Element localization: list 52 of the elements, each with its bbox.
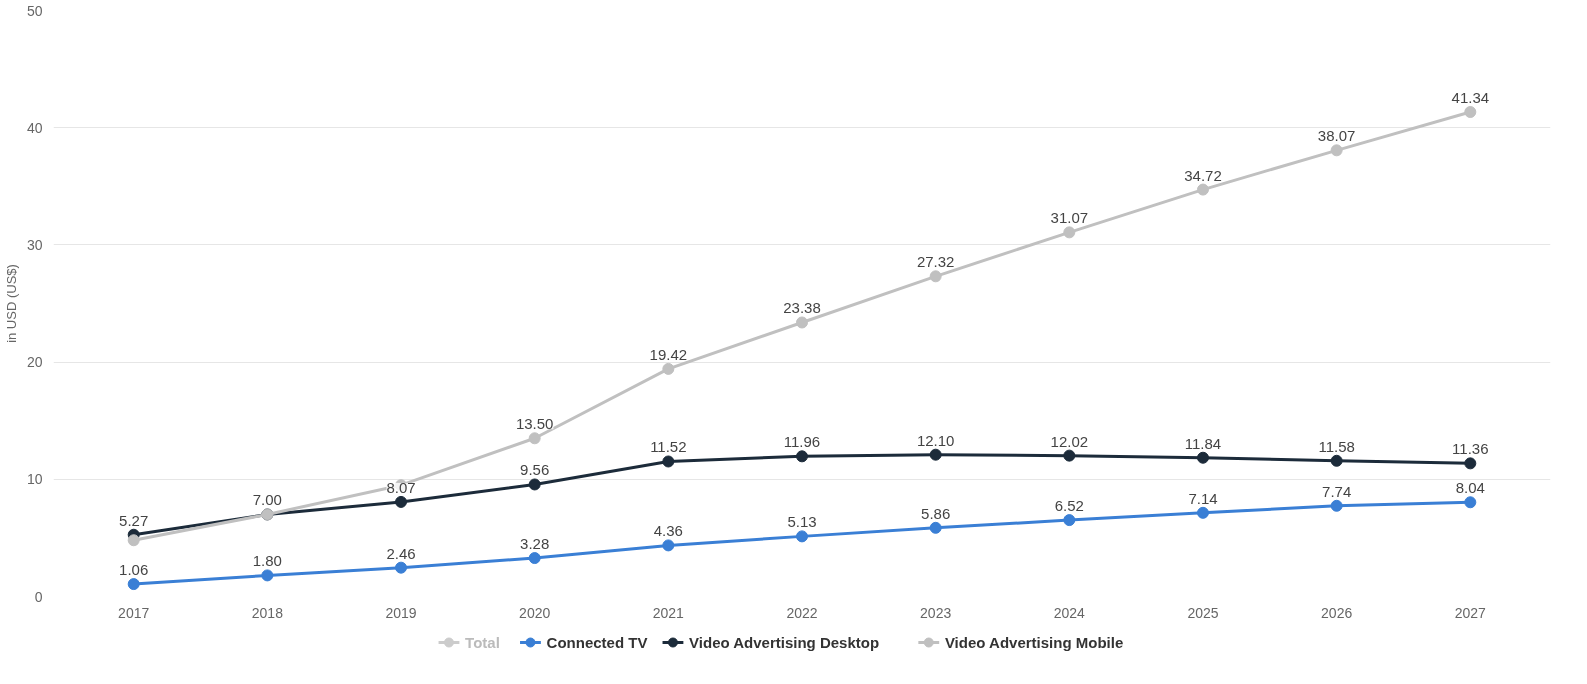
data-label: 7.14	[1188, 489, 1218, 507]
x-tick-label: 2017	[118, 604, 150, 621]
data-label: 6.52	[1054, 497, 1084, 515]
y-tick-label: 10	[26, 471, 43, 488]
data-label: 1.80	[252, 552, 282, 570]
data-label: 5.27	[119, 511, 149, 529]
x-tick-label: 2018	[251, 604, 284, 621]
x-tick-label: 2020	[519, 604, 551, 621]
legend-label: Video Advertising Mobile	[944, 634, 1124, 651]
data-label: 11.36	[1452, 440, 1489, 458]
y-tick-label: 30	[26, 236, 43, 253]
x-tick-label: 2025	[1187, 604, 1219, 621]
data-label: 5.13	[787, 513, 817, 531]
data-label: 3.28	[520, 535, 550, 553]
y-tick-label: 50	[26, 2, 43, 19]
data-label: 4.36	[653, 522, 683, 540]
data-label: 19.42	[649, 345, 688, 363]
data-label: 8.07	[386, 478, 416, 496]
data-label: 31.07	[1050, 209, 1089, 227]
data-label: 13.50	[515, 415, 554, 433]
data-label: 11.52	[650, 438, 687, 456]
data-label: 11.58	[1318, 437, 1355, 455]
x-tick-label: 2022	[786, 604, 818, 621]
data-label: 12.10	[916, 431, 955, 449]
data-label: 27.32	[916, 253, 955, 271]
x-tick-label: 2026	[1321, 604, 1353, 621]
y-axis-title: in USD (US$)	[3, 264, 19, 343]
x-tick-label: 2027	[1454, 604, 1487, 621]
data-label: 41.34	[1451, 89, 1490, 106]
data-label: 11.84	[1184, 434, 1222, 452]
x-tick-label: 2019	[385, 604, 417, 621]
data-label: 5.86	[921, 504, 951, 522]
data-label: 7.00	[252, 491, 282, 509]
x-tick-label: 2024	[1053, 604, 1086, 621]
legend-label: Total	[465, 634, 500, 651]
y-tick-label: 40	[26, 119, 43, 136]
data-label: 2.46	[386, 544, 416, 562]
data-label: 1.06	[119, 561, 149, 579]
y-tick-label: 0	[34, 588, 43, 605]
data-label: 9.56	[520, 461, 550, 479]
y-tick-label: 20	[26, 354, 43, 371]
data-label: 23.38	[783, 299, 821, 317]
data-label: 11.96	[783, 433, 821, 451]
data-label: 12.02	[1050, 432, 1089, 450]
data-label: 38.07	[1317, 127, 1356, 145]
data-label: 8.04	[1455, 479, 1485, 497]
data-label: 7.74	[1322, 482, 1352, 500]
legend-label: Connected TV	[546, 634, 648, 651]
data-label: 34.72	[1184, 166, 1222, 184]
x-tick-label: 2021	[652, 604, 685, 621]
x-tick-label: 2023	[920, 604, 952, 621]
legend-label: Video Advertising Desktop	[689, 634, 880, 651]
